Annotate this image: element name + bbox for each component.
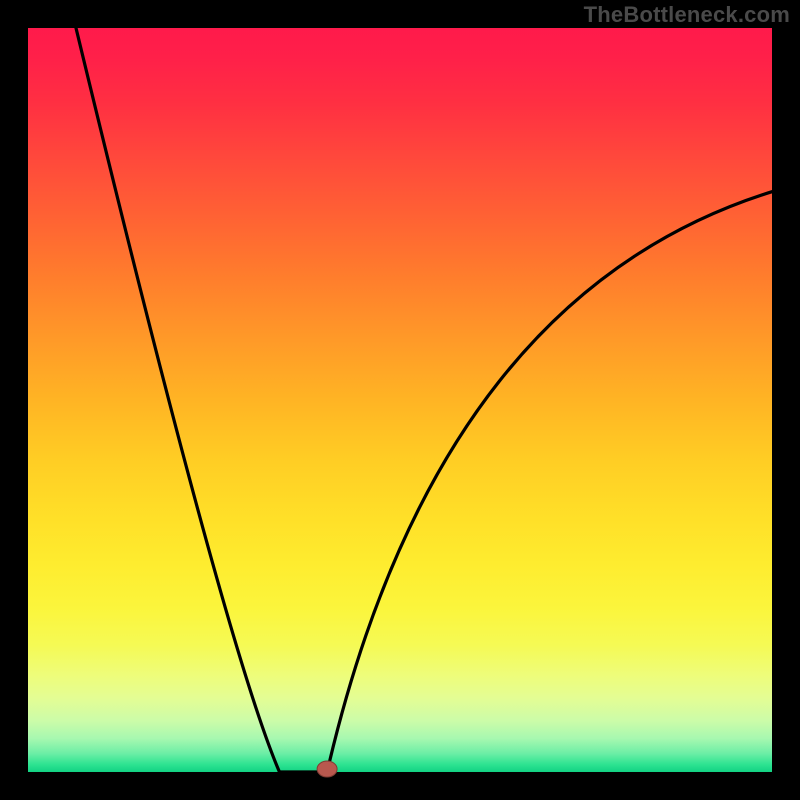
plot-background — [28, 28, 772, 772]
optimal-point-marker — [317, 761, 337, 777]
chart-container: TheBottleneck.com — [0, 0, 800, 800]
bottleneck-chart — [0, 0, 800, 800]
watermark-label: TheBottleneck.com — [584, 2, 790, 28]
